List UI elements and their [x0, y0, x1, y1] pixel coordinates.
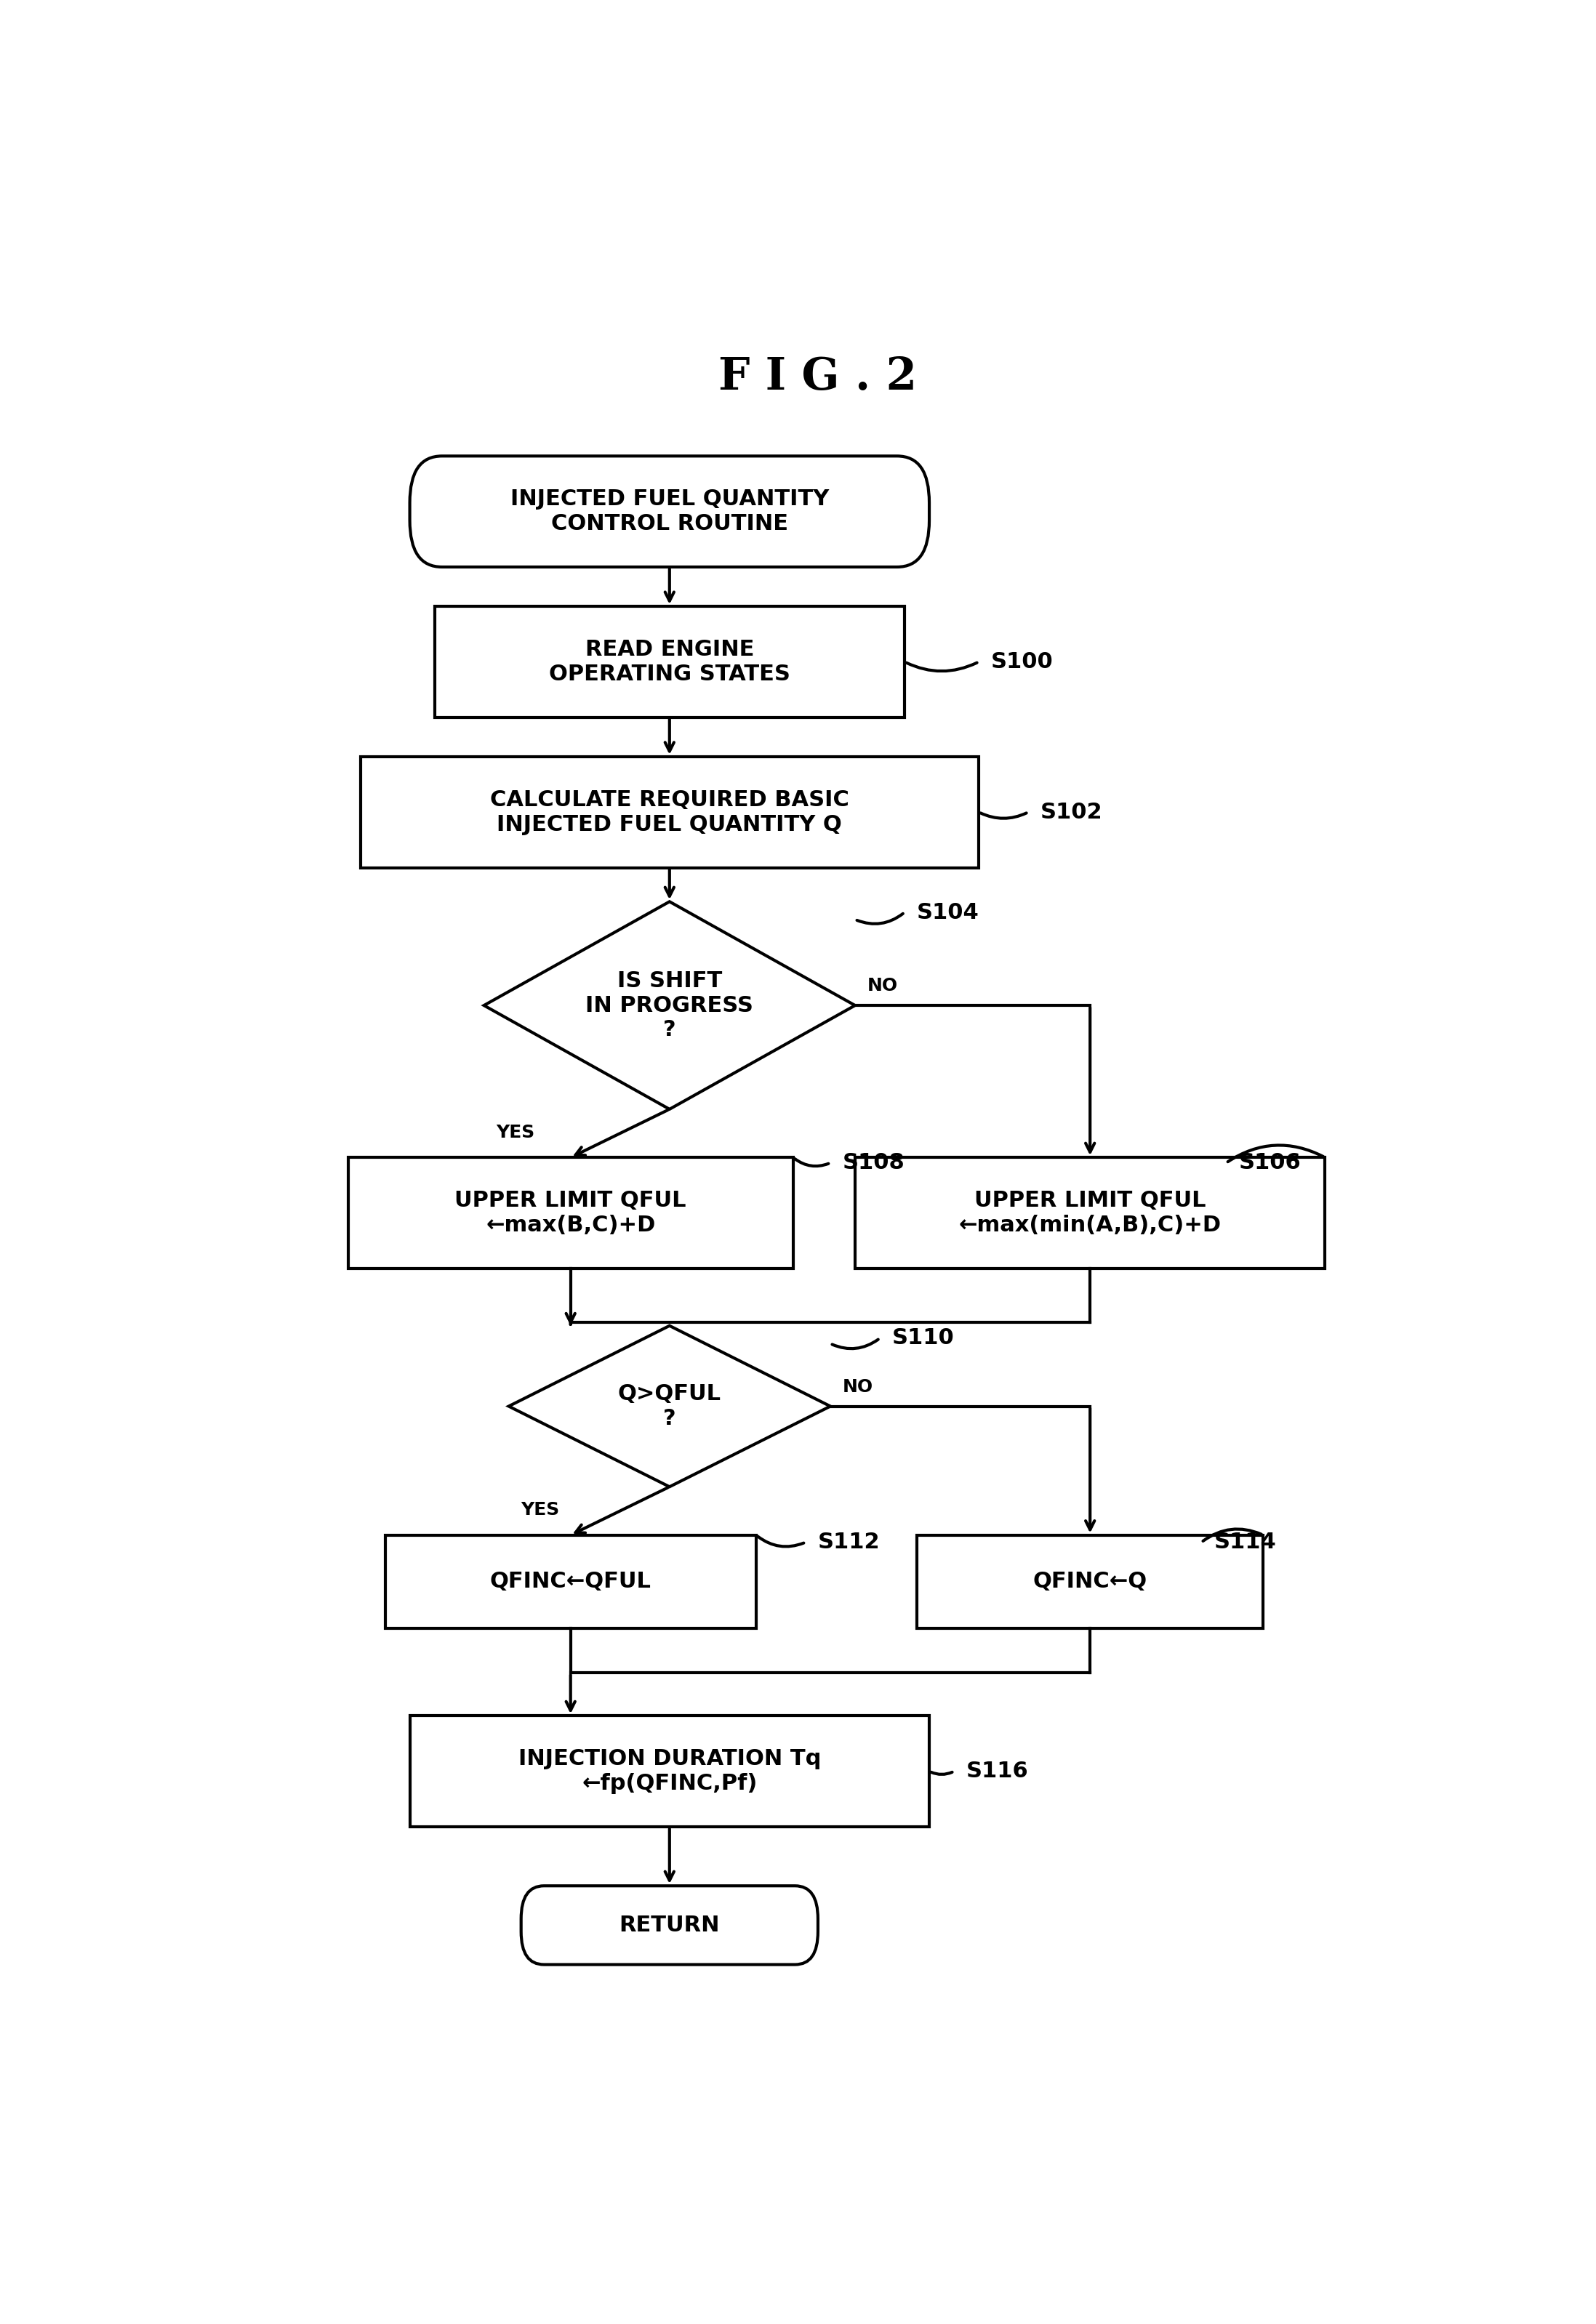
Text: YES: YES — [496, 1122, 535, 1141]
Bar — [348, 1157, 793, 1269]
Text: F I G . 2: F I G . 2 — [718, 356, 918, 400]
Text: QFINC←QFUL: QFINC←QFUL — [490, 1571, 651, 1592]
Text: READ ENGINE
OPERATING STATES: READ ENGINE OPERATING STATES — [549, 639, 790, 686]
Text: S110: S110 — [892, 1327, 954, 1348]
Bar — [385, 1536, 757, 1629]
Text: UPPER LIMIT QFUL
←max(B,C)+D: UPPER LIMIT QFUL ←max(B,C)+D — [455, 1190, 686, 1236]
Text: INJECTED FUEL QUANTITY
CONTROL ROUTINE: INJECTED FUEL QUANTITY CONTROL ROUTINE — [511, 488, 828, 535]
Text: S106: S106 — [1238, 1153, 1301, 1174]
Bar — [410, 1715, 929, 1827]
Text: RETURN: RETURN — [619, 1915, 720, 1936]
Text: S114: S114 — [1215, 1532, 1277, 1552]
Text: QFINC←Q: QFINC←Q — [1033, 1571, 1148, 1592]
FancyBboxPatch shape — [410, 456, 929, 567]
Text: Q>QFUL
?: Q>QFUL ? — [618, 1383, 721, 1429]
Text: S104: S104 — [918, 902, 980, 923]
Text: S102: S102 — [1041, 802, 1103, 823]
Text: UPPER LIMIT QFUL
←max(min(A,B),C)+D: UPPER LIMIT QFUL ←max(min(A,B),C)+D — [959, 1190, 1221, 1236]
Text: IS SHIFT
IN PROGRESS
?: IS SHIFT IN PROGRESS ? — [586, 971, 753, 1041]
Bar — [361, 758, 978, 867]
Polygon shape — [509, 1325, 830, 1487]
FancyBboxPatch shape — [520, 1885, 819, 1964]
Text: S112: S112 — [819, 1532, 881, 1552]
Bar — [434, 607, 905, 718]
Text: S100: S100 — [991, 651, 1053, 672]
Text: YES: YES — [520, 1501, 560, 1518]
Text: NO: NO — [843, 1378, 873, 1394]
Text: S108: S108 — [843, 1153, 905, 1174]
Text: CALCULATE REQUIRED BASIC
INJECTED FUEL QUANTITY Q: CALCULATE REQUIRED BASIC INJECTED FUEL Q… — [490, 790, 849, 834]
Text: S116: S116 — [967, 1762, 1029, 1783]
Text: INJECTION DURATION Tq
←fp(QFINC,Pf): INJECTION DURATION Tq ←fp(QFINC,Pf) — [519, 1748, 820, 1794]
Text: NO: NO — [868, 976, 899, 995]
Bar — [855, 1157, 1325, 1269]
Polygon shape — [484, 902, 855, 1109]
Bar — [916, 1536, 1264, 1629]
